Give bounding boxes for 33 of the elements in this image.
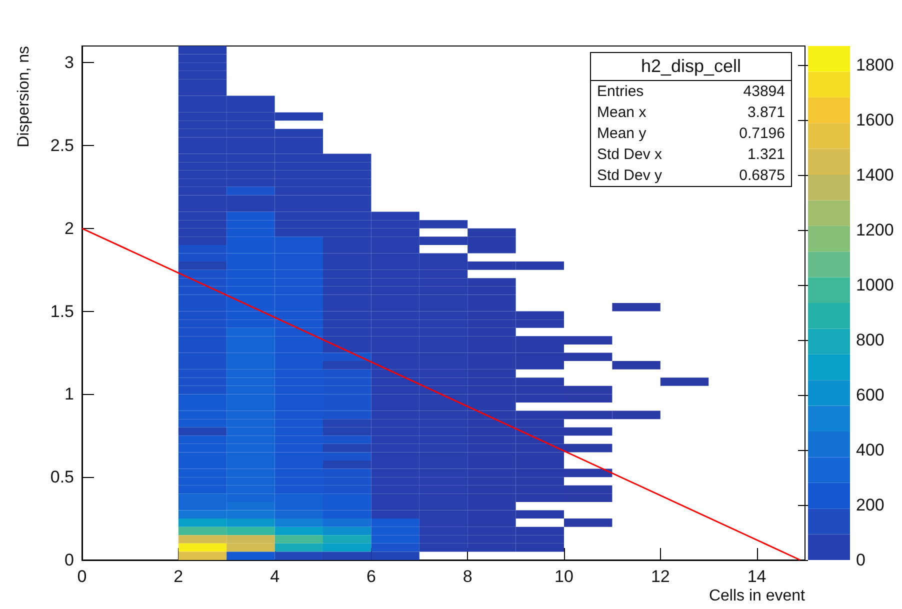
y-tick-label: 0: [64, 550, 74, 570]
y-tick-label: 2.5: [50, 136, 74, 155]
y-tick-label: 0.5: [50, 468, 74, 487]
color-bar-label: 1800: [856, 56, 894, 75]
color-bar-label: 400: [856, 440, 884, 460]
color-bar-label: 1200: [856, 220, 894, 240]
y-tick-label: 2: [64, 218, 74, 238]
y-axis-title: Dispersion, ns: [16, 46, 32, 148]
x-tick-label: 4: [270, 567, 280, 586]
x-axis-title: Cells in event: [708, 588, 806, 604]
y-tick-label: 1: [64, 384, 74, 404]
color-bar-label: 1400: [856, 166, 894, 185]
x-tick-label: 8: [462, 567, 472, 586]
x-tick-label: 10: [554, 567, 574, 586]
color-bar-label: 1000: [856, 276, 894, 295]
text: Std Dev y 0.6875: [597, 167, 785, 184]
color-bar-label: 0: [856, 550, 866, 570]
text: Mean x 3.871: [597, 104, 785, 121]
x-tick-label: 12: [650, 567, 670, 586]
color-bar-label: 600: [856, 386, 884, 405]
color-bar-label: 800: [856, 330, 884, 350]
x-tick-label: 6: [366, 567, 376, 586]
text: h2_disp_cell: [591, 53, 791, 81]
color-bar-label: 200: [856, 496, 884, 515]
text: Entries 43894: [597, 83, 785, 100]
x-tick-label: 0: [77, 567, 87, 586]
x-tick-label: 2: [174, 567, 184, 586]
text: Std Dev x 1.321: [597, 146, 785, 163]
x-tick-label: 14: [747, 567, 766, 586]
y-tick-label: 1.5: [50, 302, 74, 321]
text: Mean y 0.7196: [597, 125, 785, 142]
y-tick-label: 3: [64, 53, 74, 72]
color-bar-label: 1600: [856, 110, 894, 130]
